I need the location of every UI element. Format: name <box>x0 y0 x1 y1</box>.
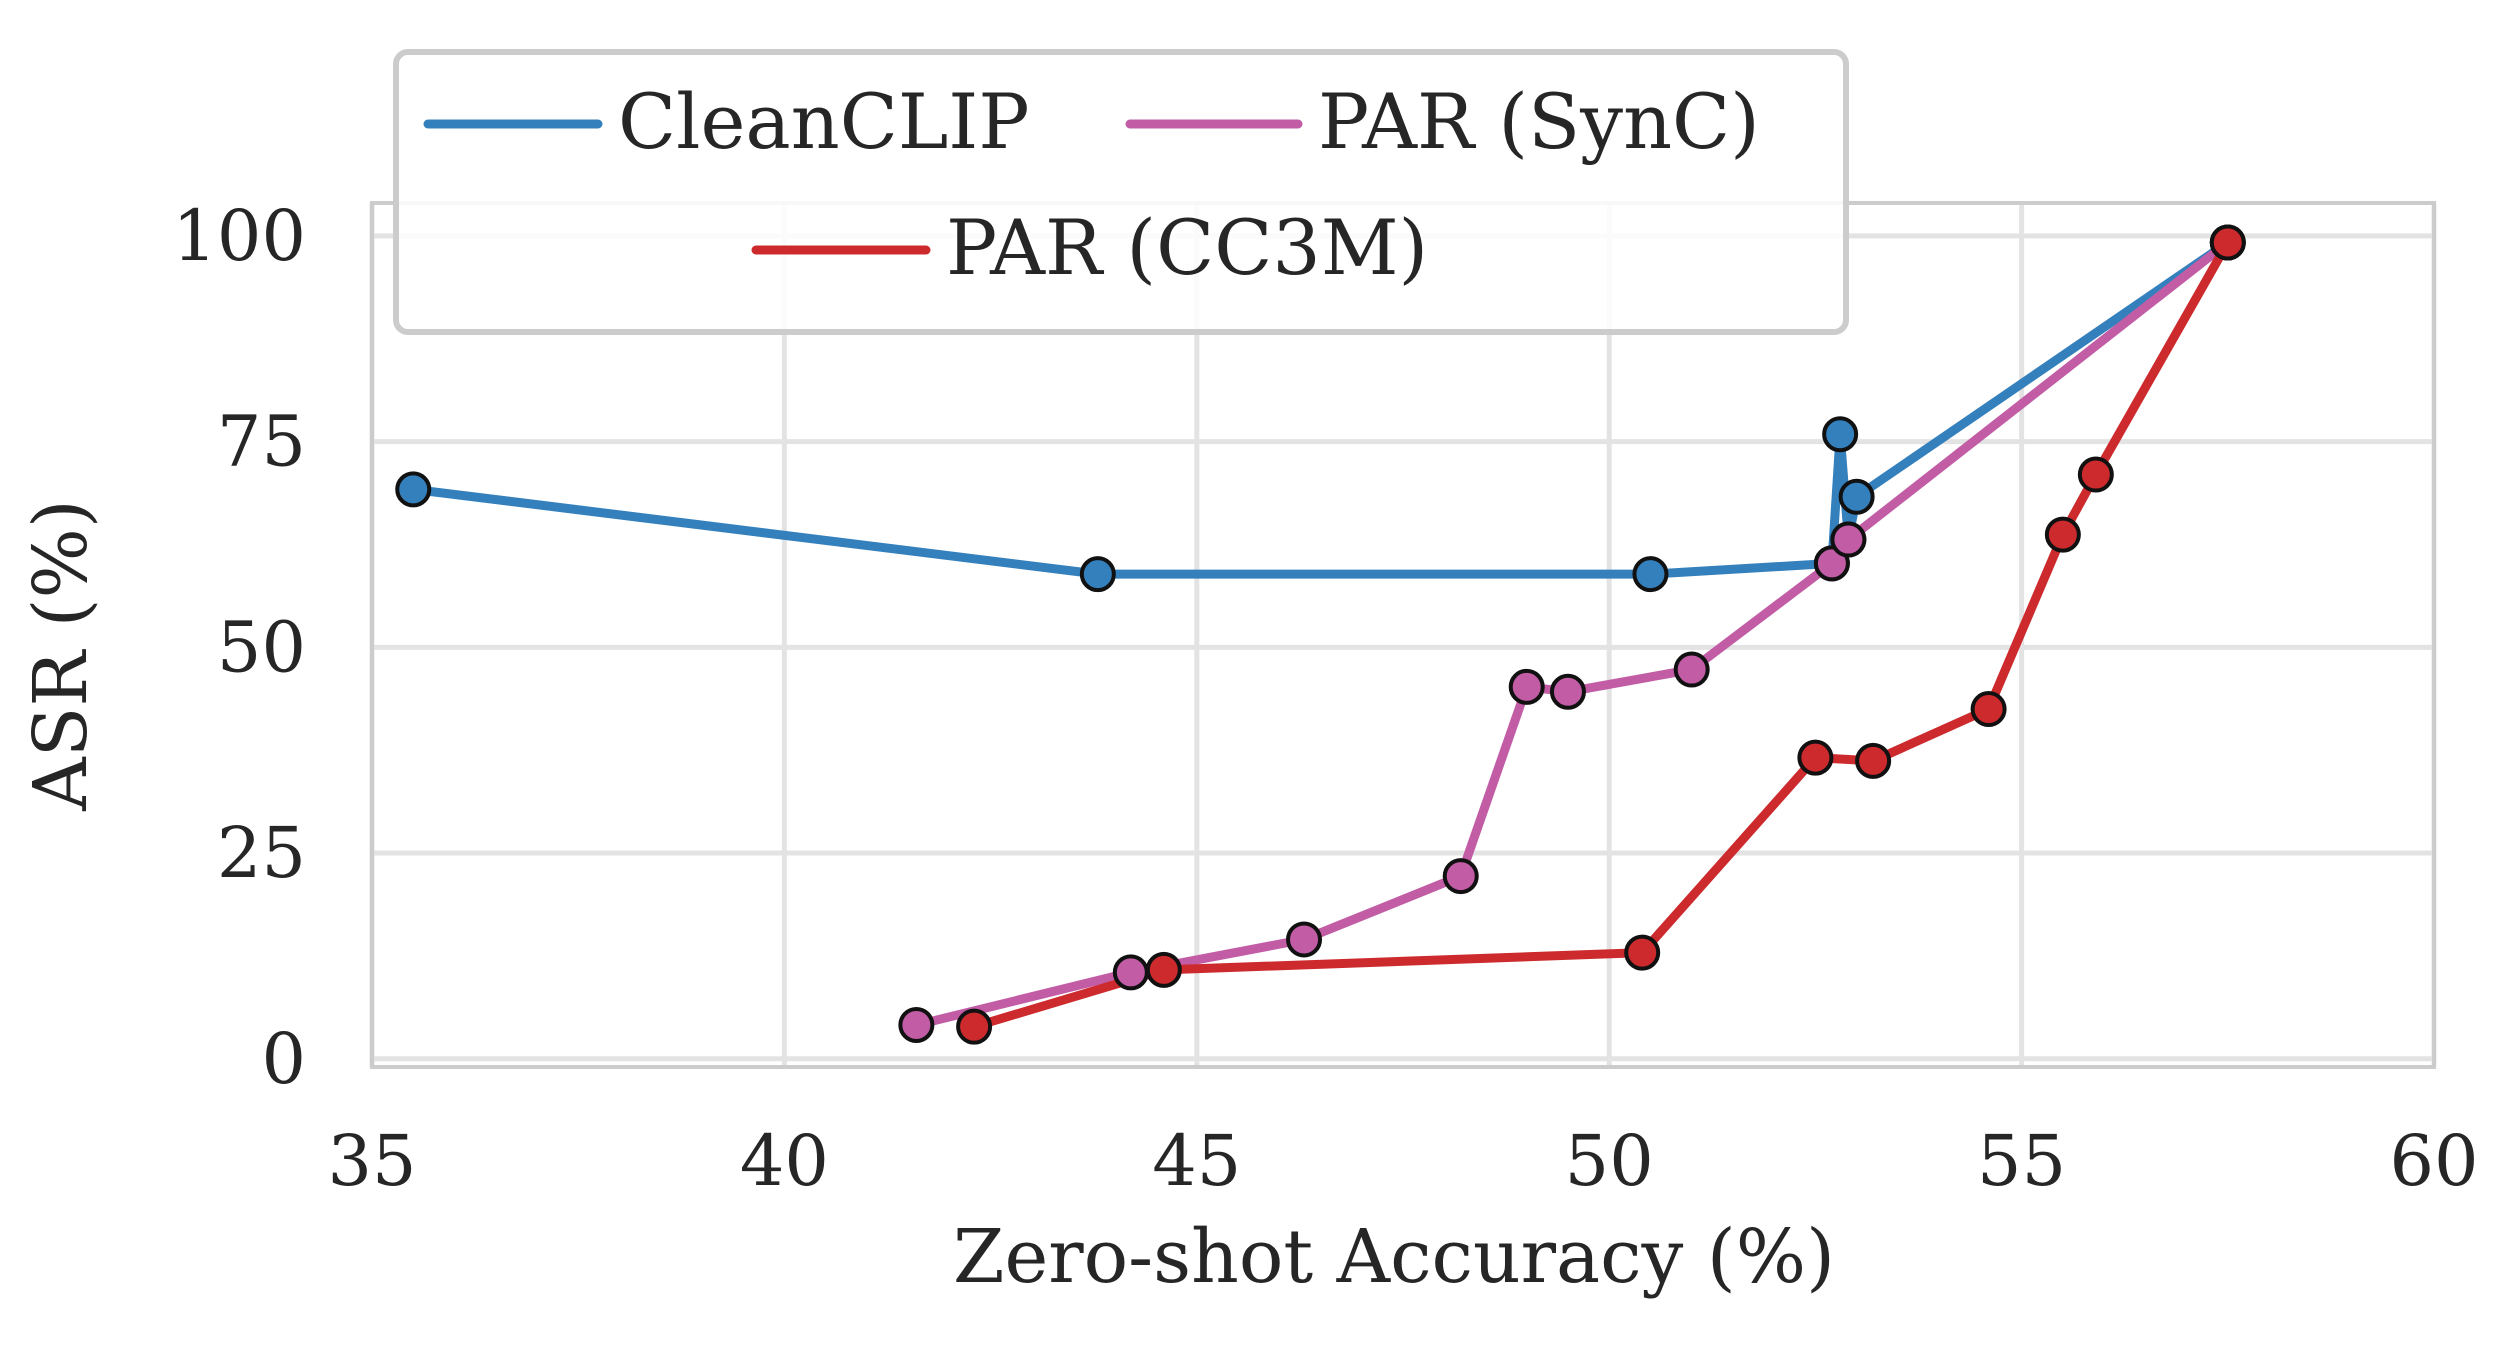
legend-label-0: CleanCLIP <box>618 77 1029 166</box>
y-tick-label: 100 <box>172 195 306 277</box>
data-point-0 <box>1632 556 1669 593</box>
x-axis-ticks: 35 40 45 50 55 60 <box>327 1120 2478 1202</box>
data-point-2 <box>1970 691 2007 728</box>
data-point-2 <box>956 1008 993 1045</box>
data-point-1 <box>1112 954 1149 991</box>
x-tick-label: 55 <box>1977 1120 2066 1202</box>
data-point-1 <box>1549 673 1586 710</box>
data-point-1 <box>1508 668 1545 705</box>
data-point-1 <box>898 1007 935 1044</box>
x-tick-label: 60 <box>2389 1120 2478 1202</box>
data-point-2 <box>1855 742 1892 779</box>
y-tick-label: 75 <box>217 401 306 483</box>
data-point-2 <box>2077 456 2114 493</box>
y-axis-label: ASR (%) <box>18 499 104 811</box>
y-axis-ticks: 0 25 50 75 100 <box>172 195 306 1100</box>
data-markers <box>395 224 2246 1045</box>
data-point-2 <box>1145 951 1182 988</box>
data-point-0 <box>1822 416 1859 453</box>
data-point-2 <box>2044 516 2081 553</box>
y-tick-label: 0 <box>261 1018 306 1100</box>
data-point-0 <box>1838 478 1875 515</box>
data-point-1 <box>1830 521 1867 558</box>
legend-label-2: PAR (CC3M) <box>946 203 1428 292</box>
data-point-1 <box>1286 921 1323 958</box>
x-tick-label: 50 <box>1565 1120 1654 1202</box>
data-point-1 <box>1673 651 1710 688</box>
legend: CleanCLIP PAR (SynC) PAR (CC3M) <box>393 49 1849 335</box>
x-axis-label: Zero-shot Accuracy (%) <box>953 1214 1835 1300</box>
legend-label-1: PAR (SynC) <box>1318 77 1760 166</box>
x-tick-label: 45 <box>1152 1120 1241 1202</box>
x-tick-label: 35 <box>327 1120 416 1202</box>
data-point-0 <box>1079 556 1116 593</box>
x-tick-label: 40 <box>740 1120 829 1202</box>
data-point-2 <box>2209 224 2246 261</box>
data-point-2 <box>1624 934 1661 971</box>
y-tick-label: 25 <box>217 812 306 894</box>
data-point-0 <box>395 471 432 508</box>
legend-box <box>393 49 1849 335</box>
legend-items: CleanCLIP PAR (SynC) PAR (CC3M) <box>423 77 1760 292</box>
y-tick-label: 50 <box>217 606 306 688</box>
data-point-1 <box>1442 858 1479 895</box>
data-point-2 <box>1797 739 1834 776</box>
